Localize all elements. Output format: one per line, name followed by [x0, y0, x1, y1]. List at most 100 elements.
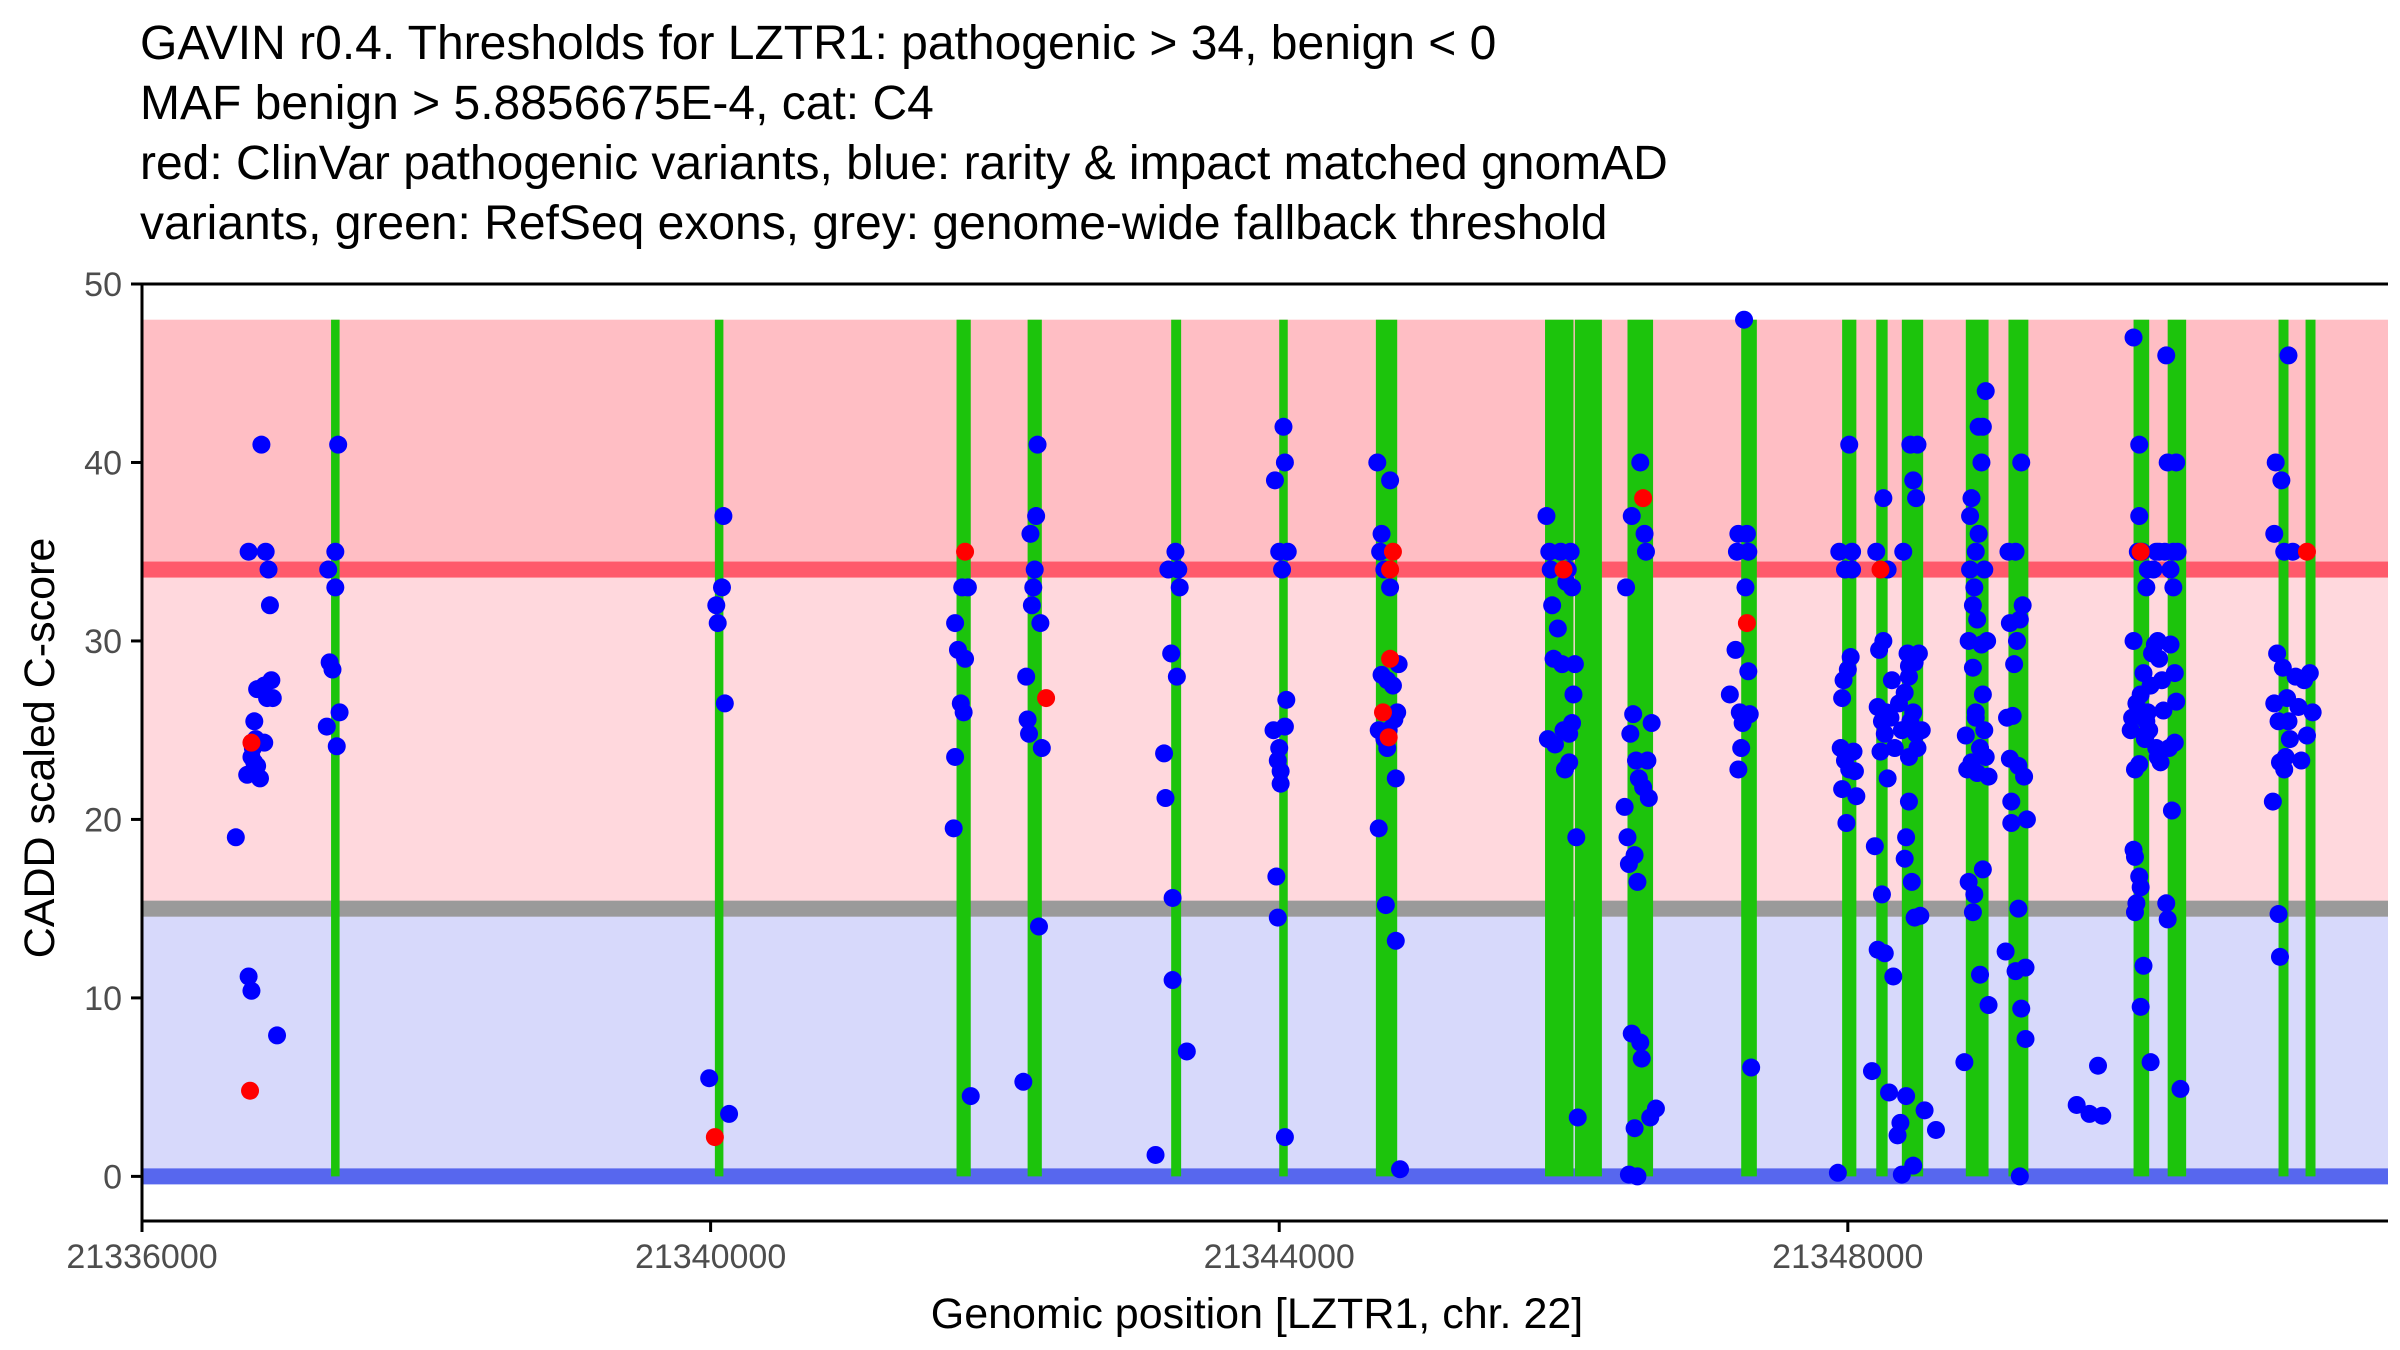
gnomad-point [1996, 942, 2015, 961]
gnomad-point [1622, 507, 1641, 526]
gnomad-point [2167, 453, 2186, 472]
gnomad-point [330, 703, 349, 722]
gnomad-point [1642, 714, 1661, 733]
gnomad-point [1979, 767, 1998, 786]
gnomad-point [1027, 507, 1046, 526]
gnomad-point [1646, 1099, 1665, 1118]
gnomad-point [1867, 542, 1886, 561]
gnomad-point [1022, 596, 1041, 615]
gnomad-point [1899, 792, 1918, 811]
gnomad-point [1880, 1083, 1899, 1102]
y-tick-label: 40 [84, 444, 122, 482]
gnomad-point [1560, 724, 1579, 743]
gnomad-point [2144, 560, 2163, 579]
exon-bar [1171, 319, 1182, 1177]
gnomad-point [958, 578, 977, 597]
threshold-line-pathogenic [142, 561, 2388, 578]
gnomad-series [226, 310, 2322, 1186]
gnomad-point [1843, 560, 1862, 579]
gnomad-point [1891, 1113, 1910, 1132]
gnomad-point [268, 1026, 287, 1045]
gnomad-point [2162, 801, 2181, 820]
gnomad-point [1278, 542, 1297, 561]
gnomad-point [2164, 578, 2183, 597]
gnomad-point [1845, 762, 1864, 781]
gnomad-point [2157, 346, 2176, 365]
gnomad-point [1024, 578, 1043, 597]
x-tick-label: 21344000 [1204, 1238, 1355, 1276]
gnomad-point [1908, 435, 1927, 454]
gnomad-point [1847, 787, 1866, 806]
gnomad-point [1973, 860, 1992, 879]
gnomad-point [2148, 631, 2167, 650]
gnomad-point [1961, 507, 1980, 526]
gnomad-point [1739, 542, 1758, 561]
gnomad-point [1973, 417, 1992, 436]
gnomad-point [1737, 524, 1756, 543]
gnomad-point [1965, 885, 1984, 904]
gnomad-point [1732, 739, 1751, 758]
gnomad-point [2161, 560, 2180, 579]
gnomad-point [326, 578, 345, 597]
gnomad-point [1973, 685, 1992, 704]
gnomad-point [1271, 762, 1290, 781]
clinvar-point [956, 542, 975, 561]
gnomad-point [1628, 872, 1647, 891]
gnomad-point [956, 649, 975, 668]
gnomad-point [1740, 705, 1759, 724]
gnomad-point [2263, 792, 2282, 811]
gnomad-point [1729, 760, 1748, 779]
gnomad-point [1843, 542, 1862, 561]
gnomad-point [1537, 507, 1556, 526]
gnomad-point [1564, 685, 1583, 704]
clinvar-point [1037, 689, 1056, 708]
gnomad-point [2124, 840, 2143, 859]
gnomad-point [1625, 1119, 1644, 1138]
gnomad-point [242, 981, 261, 1000]
gnomad-point [2168, 542, 2187, 561]
gnomad-point [1735, 310, 1754, 329]
gnomad-point [1545, 735, 1564, 754]
clinvar-point [1737, 614, 1756, 633]
gnomad-point [1275, 453, 1294, 472]
axes: 0 10 20 30 40 50 21336000 21340000 21344000 21348… [66, 266, 2388, 1276]
gnomad-point [2130, 435, 2149, 454]
clinvar-point [2131, 542, 2150, 561]
gnomad-point [1872, 885, 1891, 904]
gnomad-point [2123, 708, 2142, 727]
gnomad-point [1720, 685, 1739, 704]
gnomad-point [2131, 685, 2150, 704]
gnomad-point [2131, 997, 2150, 1016]
gnomad-point [1177, 1042, 1196, 1061]
gnomad-point [1383, 676, 1402, 695]
chart-title: GAVIN r0.4. Thresholds for LZTR1: pathog… [140, 14, 2340, 254]
y-tick-label: 50 [84, 266, 122, 304]
gnomad-point [2124, 328, 2143, 347]
gnomad-point [708, 614, 727, 633]
gnomad-point [946, 747, 965, 766]
gnomad-point [2067, 1095, 2086, 1114]
gnomad-point [1962, 489, 1981, 508]
gnomad-point [1899, 747, 1918, 766]
clinvar-point [242, 733, 261, 752]
gnomad-point [1874, 631, 1893, 650]
gnomad-point [329, 435, 348, 454]
y-tick-label: 20 [84, 801, 122, 839]
gnomad-point [1155, 744, 1174, 763]
gnomad-point [2003, 706, 2022, 725]
clinvar-point [1381, 649, 1400, 668]
x-tick-label: 21348000 [1772, 1238, 1923, 1276]
gnomad-point [262, 671, 281, 690]
gnomad-point [1902, 872, 1921, 891]
gnomad-point [1897, 1087, 1916, 1106]
gnomad-point [1639, 789, 1658, 808]
gnomad-point [1541, 560, 1560, 579]
gnomad-point [2012, 453, 2031, 472]
gnomad-point [2154, 701, 2173, 720]
gnomad-point [1966, 703, 1985, 722]
gnomad-point [1972, 453, 1991, 472]
y-tick-label: 30 [84, 623, 122, 661]
gnomad-point [1565, 655, 1584, 674]
gnomad-point [2007, 631, 2026, 650]
gnomad-point [1631, 453, 1650, 472]
